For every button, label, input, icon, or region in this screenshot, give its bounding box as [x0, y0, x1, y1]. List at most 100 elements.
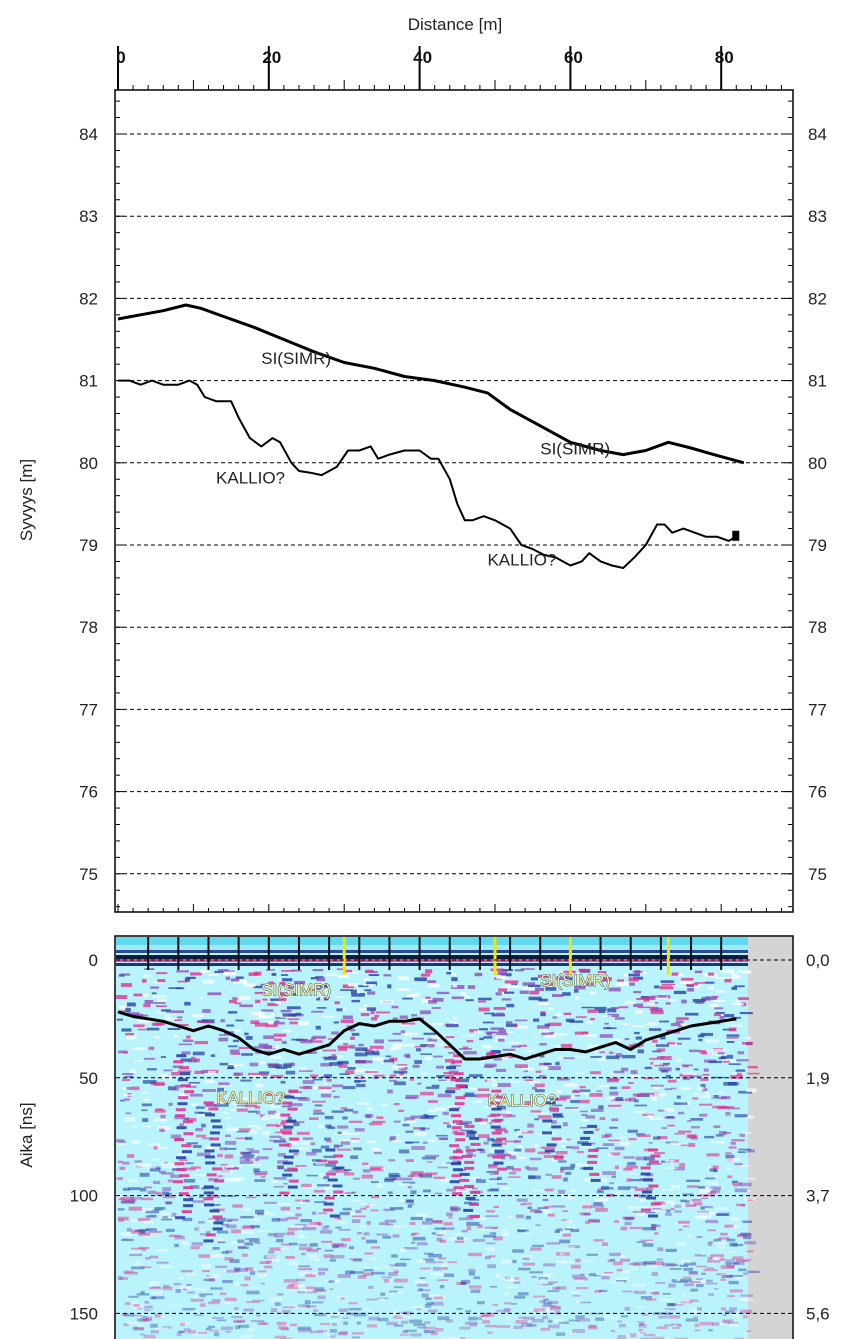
noise-speck — [600, 1187, 614, 1190]
noise-speck — [241, 1053, 253, 1056]
noise-speck — [208, 1218, 220, 1220]
noise-speck — [490, 1027, 505, 1030]
noise-speck — [432, 1267, 442, 1271]
noise-speck — [279, 981, 286, 986]
noise-speck — [627, 1129, 638, 1133]
noise-speck — [222, 1280, 233, 1284]
noise-speck — [190, 1246, 200, 1250]
reflection-streak — [587, 1154, 598, 1158]
noise-speck — [446, 1124, 451, 1128]
noise-speck — [635, 1156, 647, 1161]
noise-speck — [280, 1122, 286, 1126]
noise-speck — [254, 971, 262, 976]
noise-speck — [338, 1047, 348, 1051]
noise-speck — [680, 1199, 687, 1203]
noise-speck — [144, 1057, 156, 1060]
noise-speck — [317, 1295, 326, 1300]
noise-speck — [438, 1257, 447, 1260]
noise-speck — [153, 1145, 158, 1150]
noise-speck — [719, 1258, 726, 1261]
noise-speck — [694, 985, 700, 989]
noise-speck — [430, 1301, 444, 1306]
noise-speck — [250, 1320, 265, 1322]
noise-speck — [637, 1006, 650, 1009]
noise-speck — [309, 1243, 318, 1247]
noise-speck — [281, 1243, 291, 1246]
reflection-streak — [288, 1149, 299, 1153]
noise-speck — [534, 1036, 539, 1038]
depth-left-tick-label: 75 — [79, 865, 98, 884]
noise-speck — [333, 1095, 340, 1099]
noise-speck — [294, 1283, 303, 1287]
noise-speck — [497, 1182, 508, 1185]
noise-speck — [257, 1321, 267, 1325]
noise-speck — [503, 1278, 516, 1281]
noise-speck — [363, 1232, 370, 1236]
noise-speck — [496, 1129, 503, 1132]
noise-speck — [300, 1039, 313, 1044]
noise-speck — [302, 1226, 317, 1231]
noise-speck — [715, 1134, 724, 1137]
noise-speck — [239, 1240, 245, 1244]
noise-speck — [170, 1134, 182, 1139]
noise-speck — [190, 1185, 200, 1189]
noise-speck — [540, 1327, 551, 1331]
noise-speck — [424, 1330, 430, 1333]
noise-speck — [497, 1154, 512, 1157]
noise-speck — [712, 1237, 727, 1240]
noise-speck — [401, 1067, 406, 1071]
noise-speck — [676, 1242, 686, 1246]
radargram-chart: SI(SIMR) SI(SIMR)KALLIO? KALLIO? 0 0,050 1,9… — [70, 935, 830, 1339]
noise-speck — [656, 1334, 661, 1337]
noise-speck — [207, 1325, 215, 1329]
noise-speck — [712, 1105, 726, 1109]
noise-speck — [619, 1324, 626, 1328]
noise-speck — [268, 1064, 282, 1068]
noise-speck — [702, 973, 708, 977]
noise-speck — [743, 1197, 756, 1201]
noise-speck — [365, 969, 374, 973]
noise-speck — [627, 973, 640, 977]
noise-speck — [581, 1113, 588, 1116]
depth-series-1 — [117, 303, 745, 465]
noise-speck — [613, 1261, 623, 1266]
noise-speck — [340, 1297, 345, 1300]
noise-speck — [215, 1265, 228, 1268]
noise-speck — [724, 1310, 735, 1314]
noise-speck — [122, 1078, 131, 1081]
noise-speck — [311, 988, 321, 990]
noise-speck — [485, 1106, 499, 1109]
noise-speck — [120, 1196, 134, 1201]
noise-speck — [119, 1099, 125, 1102]
noise-speck — [696, 1086, 704, 1090]
noise-speck — [281, 970, 294, 972]
noise-speck — [692, 1097, 698, 1100]
noise-speck — [375, 1011, 390, 1014]
noise-speck — [741, 1299, 755, 1302]
noise-speck — [486, 1210, 495, 1213]
noise-speck — [548, 1324, 560, 1329]
noise-speck — [244, 983, 256, 987]
noise-speck — [729, 1217, 739, 1221]
noise-speck — [264, 1201, 277, 1204]
noise-speck — [174, 1035, 179, 1038]
reflection-streak — [465, 1196, 476, 1200]
noise-speck — [262, 1148, 273, 1151]
noise-speck — [123, 1313, 135, 1317]
reflection-streak — [545, 1101, 556, 1105]
noise-speck — [558, 1056, 564, 1060]
noise-speck — [273, 1177, 287, 1180]
reflection-streak — [214, 1179, 225, 1183]
radar-left-tick-label: 0 — [89, 951, 98, 970]
noise-speck — [539, 1043, 547, 1046]
noise-speck — [621, 1315, 628, 1318]
noise-speck — [250, 1218, 259, 1221]
noise-speck — [151, 1158, 161, 1161]
noise-speck — [437, 1166, 448, 1169]
noise-speck — [212, 1247, 220, 1250]
noise-speck — [649, 1292, 659, 1294]
noise-speck — [686, 1179, 700, 1182]
noise-speck — [305, 1224, 317, 1228]
noise-speck — [552, 1016, 558, 1019]
noise-speck — [417, 1259, 426, 1263]
